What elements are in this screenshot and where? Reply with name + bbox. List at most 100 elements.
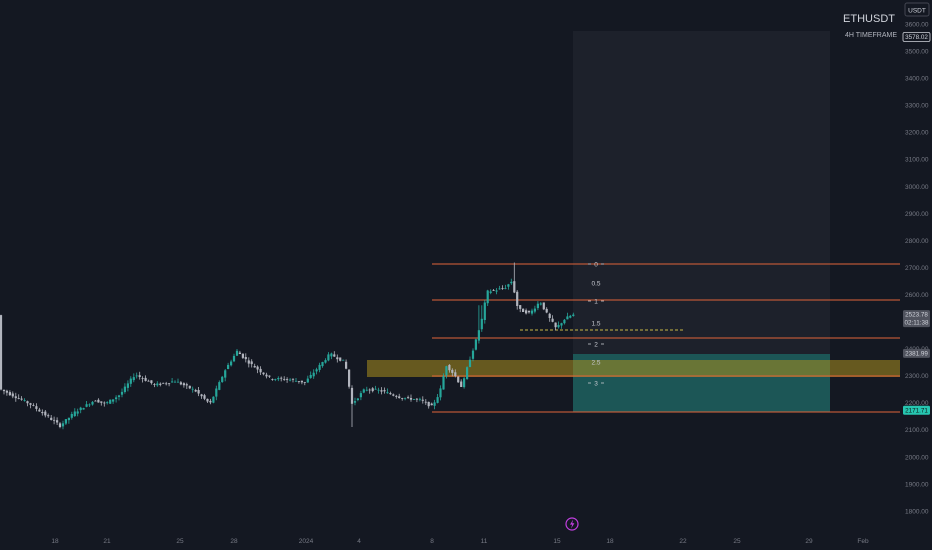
candle-body — [572, 314, 575, 316]
candle-body — [76, 411, 79, 414]
price-axis-label: 3400.00 — [905, 76, 929, 83]
lightning-event-icon[interactable] — [565, 517, 579, 531]
candle-body — [374, 388, 377, 390]
candle-body — [460, 381, 463, 387]
candle-body — [227, 364, 230, 369]
candle-body — [191, 388, 194, 390]
candle-body — [339, 357, 342, 361]
candle-body — [58, 423, 62, 427]
candle-body — [280, 377, 283, 379]
candle-body — [283, 379, 286, 380]
candle-body — [471, 350, 475, 359]
candle-body — [333, 354, 336, 357]
candle-body — [483, 302, 486, 320]
price-tag-target-text: 2171.71 — [905, 407, 928, 414]
fib-level-label: 3 — [594, 381, 598, 388]
price-axis[interactable]: 1800.00 1900.00 2000.00 2100.00 2200.00 2300.… — [905, 21, 929, 515]
candle-body — [516, 291, 519, 306]
candle-body — [235, 350, 239, 356]
candle-body — [159, 383, 162, 385]
candle-body — [123, 386, 126, 392]
candle-body — [156, 383, 159, 386]
candle-body — [427, 401, 430, 407]
candle-body — [244, 357, 247, 360]
candle-body — [153, 384, 156, 385]
candle-body — [350, 387, 354, 404]
candle-body — [513, 281, 516, 293]
candle-body — [468, 359, 472, 367]
candle-body — [70, 414, 73, 418]
candle-body — [477, 330, 480, 341]
candle-body — [44, 411, 47, 416]
candle-body — [504, 288, 507, 289]
candle-body — [424, 401, 427, 403]
candle-body — [474, 339, 477, 350]
time-axis[interactable]: 18 21 25 28 2024 4 8 11 15 18 22 25 29 Feb — [51, 538, 869, 545]
candle-body — [527, 310, 531, 313]
candle-body — [262, 372, 265, 375]
candle-body — [451, 369, 454, 373]
candle-body — [162, 382, 165, 384]
candle-body — [530, 310, 534, 314]
candle-body — [445, 366, 448, 376]
candle-body — [117, 395, 121, 397]
candles — [0, 262, 575, 430]
candle-body — [353, 401, 357, 403]
candle-body — [454, 372, 457, 377]
candle-body — [498, 288, 501, 290]
candle-body — [179, 382, 182, 385]
candle-body — [147, 380, 150, 382]
candle-body — [430, 403, 433, 406]
candle-body — [433, 402, 436, 406]
candle-body — [274, 379, 277, 380]
candle-body — [286, 379, 289, 380]
price-tag-target — [903, 405, 930, 415]
candle-body — [209, 400, 212, 403]
candle-body — [563, 319, 566, 324]
candle-body — [112, 399, 115, 402]
candle-body — [336, 357, 339, 360]
candle-body — [197, 390, 200, 394]
candle-body — [533, 308, 536, 312]
candle-body — [109, 399, 112, 404]
price-axis-label: 2800.00 — [905, 238, 929, 245]
time-axis-label: 11 — [481, 538, 488, 545]
currency-button[interactable]: USDT — [904, 2, 930, 17]
candle-body — [386, 392, 389, 394]
candle-body — [218, 382, 221, 390]
price-tag-last-text: 2523.78 — [905, 312, 928, 319]
candle-body — [115, 397, 118, 400]
candle-body — [389, 393, 392, 395]
candle-body — [120, 391, 124, 395]
price-tag-top-text: 3578.02 — [905, 34, 928, 41]
candle-body — [194, 390, 197, 392]
candle-body — [100, 401, 103, 403]
currency-button-label[interactable]: USDT — [908, 8, 926, 15]
candle-body — [448, 364, 451, 371]
candle-body — [5, 390, 8, 393]
short-risk-zone[interactable] — [573, 31, 830, 354]
fib-labels: 0 0.5 1 1.5 2 2.5 3 — [588, 262, 604, 388]
horizontal-levels[interactable] — [432, 263, 900, 413]
price-axis-label: 2300.00 — [905, 373, 929, 380]
candle-body — [50, 417, 53, 420]
candle-body — [2, 389, 6, 392]
candle-body — [259, 368, 262, 373]
candle-body — [32, 405, 35, 406]
candle-body — [212, 396, 215, 403]
candle-body — [368, 389, 371, 391]
candle-body — [315, 369, 318, 372]
price-axis-label: 3600.00 — [905, 21, 929, 28]
demand-zone[interactable] — [367, 360, 900, 377]
price-axis-label: 2200.00 — [905, 400, 929, 407]
candle-body — [321, 362, 324, 367]
candle-body — [294, 380, 298, 382]
candle-body — [421, 399, 424, 401]
candle-body — [79, 407, 82, 411]
price-axis-label: 3300.00 — [905, 103, 929, 110]
candle-body — [300, 380, 303, 383]
candle-body — [8, 392, 11, 396]
candle-body — [342, 359, 345, 361]
